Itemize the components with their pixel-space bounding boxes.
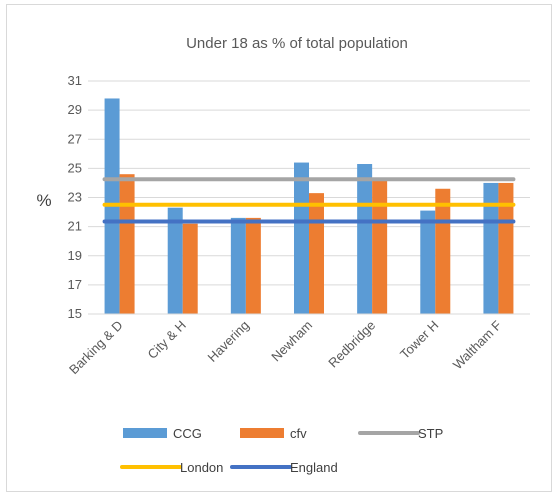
chart-title: Under 18 as % of total population xyxy=(186,35,408,52)
legend-swatch xyxy=(123,428,167,438)
legend-label: London xyxy=(180,460,223,475)
chart-frame xyxy=(6,4,552,492)
y-tick-label: 23 xyxy=(68,190,82,205)
x-tick-label: Newham xyxy=(268,318,315,365)
y-tick-label: 31 xyxy=(68,73,82,88)
bar-cfv xyxy=(119,174,135,314)
legend-item-stp: STP xyxy=(358,426,443,441)
bar-ccg xyxy=(294,162,309,314)
y-tick-label: 17 xyxy=(68,277,82,292)
reference-lines xyxy=(102,177,516,224)
bar-cfv xyxy=(498,182,514,314)
x-axis-ticks: Barking & D City & H Havering Newham Redbrid… xyxy=(66,317,505,377)
bar-cfv xyxy=(245,217,261,314)
bar-cfv xyxy=(372,178,388,314)
bar-ccg xyxy=(167,207,183,314)
bar-ccg xyxy=(357,164,373,314)
legend-label: England xyxy=(290,460,338,475)
bar-ccg xyxy=(420,210,436,314)
legend-label: CCG xyxy=(173,426,202,441)
legend: CCG cfv STP London England xyxy=(120,426,443,475)
x-tick-label: Barking & D xyxy=(66,318,126,378)
legend-label: STP xyxy=(418,426,443,441)
bar-cfv xyxy=(182,223,198,314)
legend-item-london: London xyxy=(120,460,223,475)
bar-ccg xyxy=(483,182,499,314)
y-tick-label: 25 xyxy=(68,160,82,175)
bar-cfv xyxy=(435,188,451,314)
x-tick-label: Redbridge xyxy=(325,318,378,371)
legend-label: cfv xyxy=(290,426,307,441)
y-tick-label: 15 xyxy=(68,306,82,321)
legend-item-cfv: cfv xyxy=(240,426,307,441)
x-tick-label: City & H xyxy=(145,318,189,362)
y-tick-label: 27 xyxy=(68,131,82,146)
y-axis-label: % xyxy=(36,191,51,210)
x-tick-label: Tower H xyxy=(397,318,441,362)
bar-ccg xyxy=(230,217,246,314)
y-tick-label: 19 xyxy=(68,248,82,263)
legend-swatch xyxy=(240,428,284,438)
y-axis-ticks: 15 17 19 21 23 25 27 29 31 xyxy=(68,73,82,321)
y-tick-label: 21 xyxy=(68,219,82,234)
legend-item-ccg: CCG xyxy=(123,426,202,441)
x-tick-label: Waltham F xyxy=(450,317,505,372)
x-tick-label: Havering xyxy=(205,318,252,365)
legend-item-england: England xyxy=(230,460,338,475)
bar-cfv xyxy=(309,193,324,314)
y-tick-label: 29 xyxy=(68,102,82,117)
